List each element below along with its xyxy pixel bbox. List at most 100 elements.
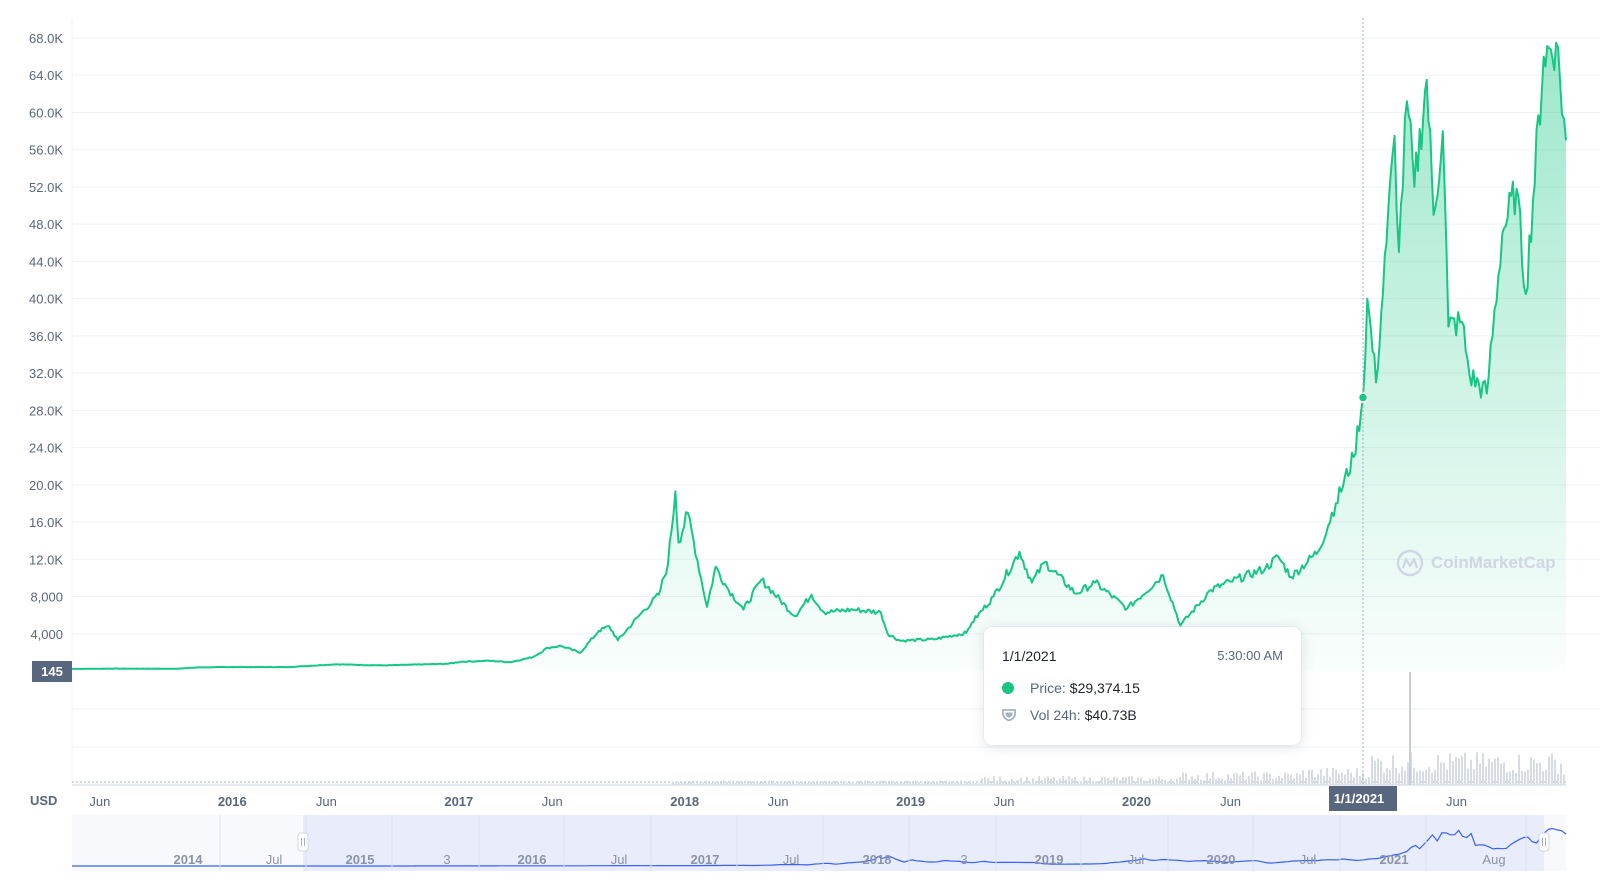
volume-bar [705,780,707,785]
volume-bar [957,781,959,785]
tooltip-price-value: $29,374.15 [1069,680,1140,696]
navigator-tick-label: Jul [783,852,800,867]
x-tick-label: 2018 [670,794,699,809]
volume-bar [1350,772,1352,785]
volume-bar [1005,780,1007,785]
volume-bar [837,781,839,785]
volume-bar [1065,779,1067,785]
volume-bar [1293,778,1295,785]
x-tick-label: Jun [89,794,110,809]
volume-bar [1440,762,1442,785]
volume-bar [1158,776,1160,785]
volume-bar [1083,776,1085,785]
volume-bar [1422,771,1424,785]
volume-bar [948,781,950,785]
volume-bar [1527,769,1529,785]
volume-bar [843,781,845,785]
volume-bar [1380,761,1382,785]
volume-bar [990,780,992,785]
volume-bar [927,780,929,785]
volume-bar [951,781,953,785]
volume-bar [1050,778,1052,785]
volume-bar [1488,758,1490,785]
volume-bar [1485,766,1487,785]
volume-bar [996,780,998,785]
volume-bar [1263,772,1265,785]
volume-bar [864,780,866,785]
volume-bar [1491,761,1493,785]
volume-bar [1143,780,1145,785]
volume-bar [687,782,689,785]
volume-bar [708,782,710,785]
x-tick-label: 2020 [1122,794,1151,809]
navigator-selection[interactable] [303,815,1544,871]
volume-bar [1002,781,1004,785]
volume-bar [1401,766,1403,785]
volume-bar [1140,777,1142,785]
volume-bar [1281,778,1283,785]
volume-bar [1176,778,1178,785]
volume-bar [1266,772,1268,785]
volume-bar [849,782,851,785]
volume-bar [732,780,734,785]
x-tick-label: 2017 [444,794,473,809]
volume-bar [1155,778,1157,785]
y-tick-label: 56.0K [29,143,63,158]
tooltip-price-label: Price: [1030,680,1066,696]
volume-bar [1122,777,1124,785]
watermark: CoinMarketCap [1396,549,1556,577]
volume-bar [1212,772,1214,785]
volume-bar [1320,769,1322,785]
volume-bar [1353,777,1355,785]
volume-bar [1470,759,1472,785]
volume-bar [1407,762,1409,785]
volume-bar [1482,753,1484,785]
volume-bar [906,780,908,785]
y-tick-label: 36.0K [29,329,63,344]
volume-bar [1443,762,1445,785]
volume-bar [1125,777,1127,785]
volume-bar [762,781,764,785]
volume-bar [768,783,770,785]
volume-bar [1047,776,1049,785]
volume-bar [936,781,938,785]
price-line[interactable] [72,41,1567,670]
navigator-tick-label: Aug [1482,852,1505,867]
volume-bar [756,780,758,785]
navigator-right-handle[interactable] [1538,832,1550,852]
volume-bar [903,782,905,785]
tooltip-volume-row: Vol 24h: $40.73B [1002,707,1137,723]
volume-bar [891,781,893,785]
volume-bar [1287,774,1289,785]
volume-bar [855,783,857,785]
x-tick-label: Jun [542,794,563,809]
tooltip-time: 5:30:00 AM [1217,648,1283,663]
volume-bar [1521,771,1523,785]
volume-bar [1341,772,1343,785]
volume-bar [1449,753,1451,785]
volume-bar [693,783,695,785]
navigator[interactable]: 2014 Jul 2015 3 2016 Jul 2017 Jul 2018 3 2019 Jul 20… [72,815,1567,871]
volume-bar [1200,779,1202,785]
volume-bar [1194,779,1196,785]
volume-bar [1515,772,1517,785]
volume-bar [1404,770,1406,785]
volume-bar [1560,763,1562,785]
volume-bar [1044,777,1046,785]
volume-bar [684,782,686,785]
volume-bar [807,783,809,785]
y-tick-label: 24.0K [29,441,63,456]
volume-bar [960,780,962,785]
x-tick-label: Jun [994,794,1015,809]
volume-bar [1149,778,1151,785]
volume-bar [783,782,785,785]
volume-bar [1314,777,1316,785]
volume-bar [729,780,731,785]
start-price-label: 145 [41,664,63,679]
volume-bar [1272,779,1274,785]
volume-bar [1239,775,1241,785]
y-tick-label: 28.0K [29,403,63,418]
navigator-left-handle[interactable] [297,832,309,852]
volume-spike-bar [1409,672,1411,785]
